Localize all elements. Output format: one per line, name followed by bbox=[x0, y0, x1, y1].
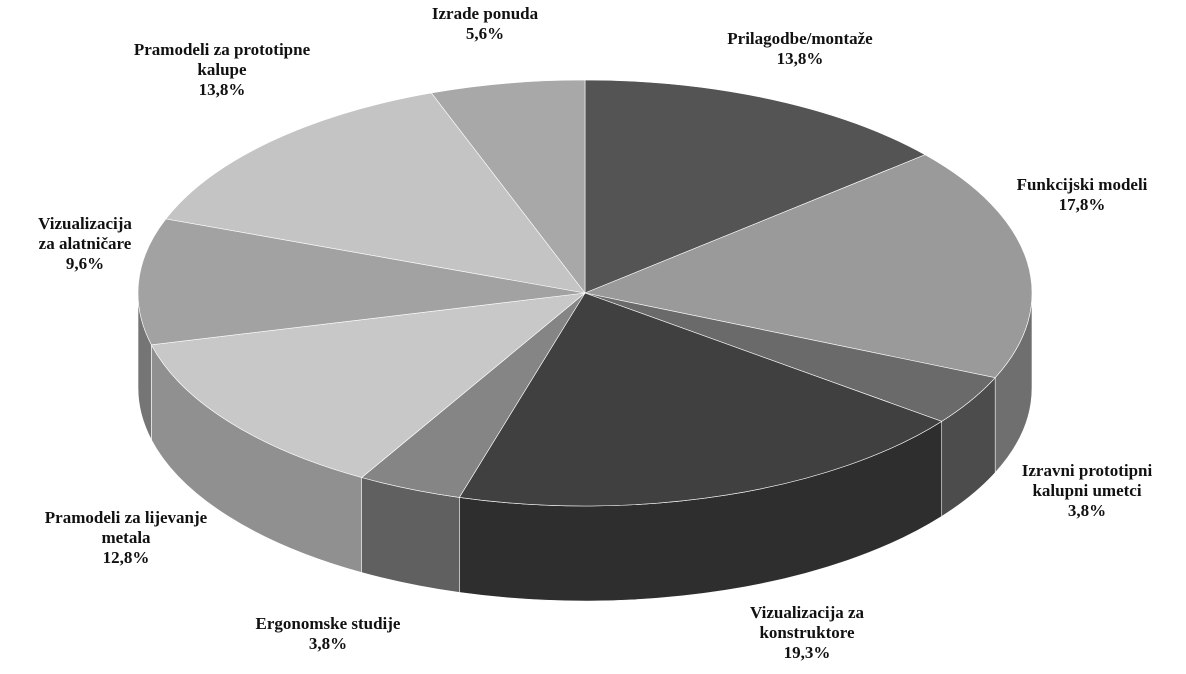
slice-value-label: 13,8% bbox=[777, 49, 824, 68]
slice-label: Izravni prototipni kalupni umetci bbox=[1022, 461, 1153, 500]
slice bbox=[458, 292, 943, 507]
slice-value-label: 5,6% bbox=[466, 24, 504, 43]
slice bbox=[430, 79, 586, 294]
slice bbox=[137, 218, 586, 346]
slice-label: Izrade ponuda bbox=[432, 4, 539, 23]
slice-label: Vizualizacija za alatničare bbox=[38, 214, 132, 253]
slice-label: Funkcijski modeli bbox=[1017, 175, 1148, 194]
slice bbox=[165, 92, 586, 294]
slice-label: Pramodeli za prototipne kalupe bbox=[134, 40, 311, 79]
slice bbox=[583, 154, 1033, 378]
slice-value-label: 17,8% bbox=[1059, 195, 1106, 214]
slice-label: Prilagodbe/montaže bbox=[727, 29, 873, 48]
slice-value-label: 3,8% bbox=[1068, 501, 1106, 520]
slice-value-label: 9,6% bbox=[66, 254, 104, 273]
slice-label: Vizualizacija za konstruktore bbox=[750, 603, 865, 642]
slice-value-label: 13,8% bbox=[199, 80, 246, 99]
slice bbox=[150, 292, 586, 478]
slice-value-label: 19,3% bbox=[784, 643, 831, 662]
slice-value-label: 12,8% bbox=[103, 548, 150, 567]
slice-value-label: 3,8% bbox=[309, 634, 347, 653]
slice bbox=[584, 79, 926, 294]
slice-label: Pramodeli za lijevanje metala bbox=[45, 508, 208, 547]
slice-label: Ergonomske studije bbox=[256, 614, 401, 633]
